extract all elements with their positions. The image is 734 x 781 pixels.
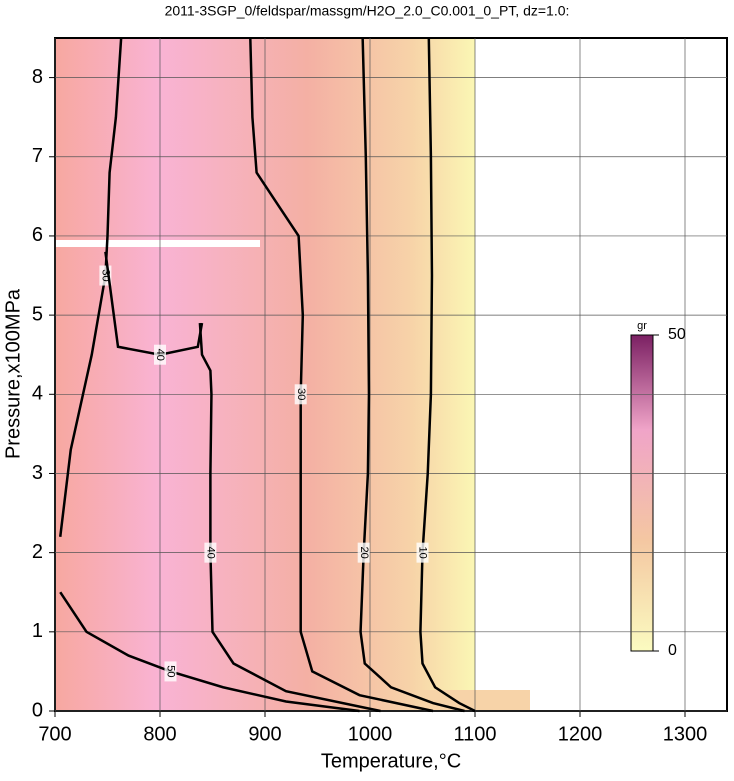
contour-label-bg xyxy=(204,542,217,563)
colorbar-tick-label: 50 xyxy=(668,326,686,343)
y-tick-label: 5 xyxy=(32,303,43,325)
contour-label-bg xyxy=(294,384,307,405)
contour-label: 40 xyxy=(204,547,216,559)
y-tick-label: 3 xyxy=(32,462,43,484)
y-tick-label: 2 xyxy=(32,541,43,563)
contour-label: 40 xyxy=(154,349,166,361)
x-tick-label: 800 xyxy=(143,723,176,745)
x-axis-label: Temperature,°C xyxy=(321,750,461,772)
contour-label: 20 xyxy=(358,547,370,559)
gap-band xyxy=(55,240,260,247)
contour-label-bg xyxy=(164,661,177,682)
y-tick-label: 1 xyxy=(32,620,43,642)
contour-label: 10 xyxy=(417,547,429,559)
x-tick-label: 900 xyxy=(248,723,281,745)
contour-label: 30 xyxy=(295,388,307,400)
x-tick-label: 1000 xyxy=(348,723,393,745)
x-tick-label: 1100 xyxy=(453,723,496,745)
y-tick-label: 7 xyxy=(32,145,43,167)
colorbar xyxy=(630,334,654,652)
contour-label: 50 xyxy=(165,665,177,677)
x-tick-label: 700 xyxy=(38,723,71,745)
contour-label-bg xyxy=(416,542,429,563)
x-tick-label: 1200 xyxy=(558,723,603,745)
contour-line xyxy=(249,37,434,713)
y-axis-label: Pressure,x100MPa xyxy=(2,288,24,459)
contour-label-bg xyxy=(357,542,370,563)
colorbar-label: gr xyxy=(637,320,647,332)
x-tick-label: 1300 xyxy=(663,723,708,745)
y-tick-label: 8 xyxy=(32,66,43,88)
y-tick-label: 6 xyxy=(32,224,43,246)
colorbar-tick-label: 0 xyxy=(668,642,677,659)
y-tick-label: 0 xyxy=(32,699,43,721)
chart-title: 2011-3SGP_0/feldspar/massgm/H2O_2.0_C0.0… xyxy=(165,3,570,19)
y-tick-label: 4 xyxy=(32,383,43,405)
contour-line xyxy=(198,322,381,713)
contour-label-bg xyxy=(154,344,166,365)
